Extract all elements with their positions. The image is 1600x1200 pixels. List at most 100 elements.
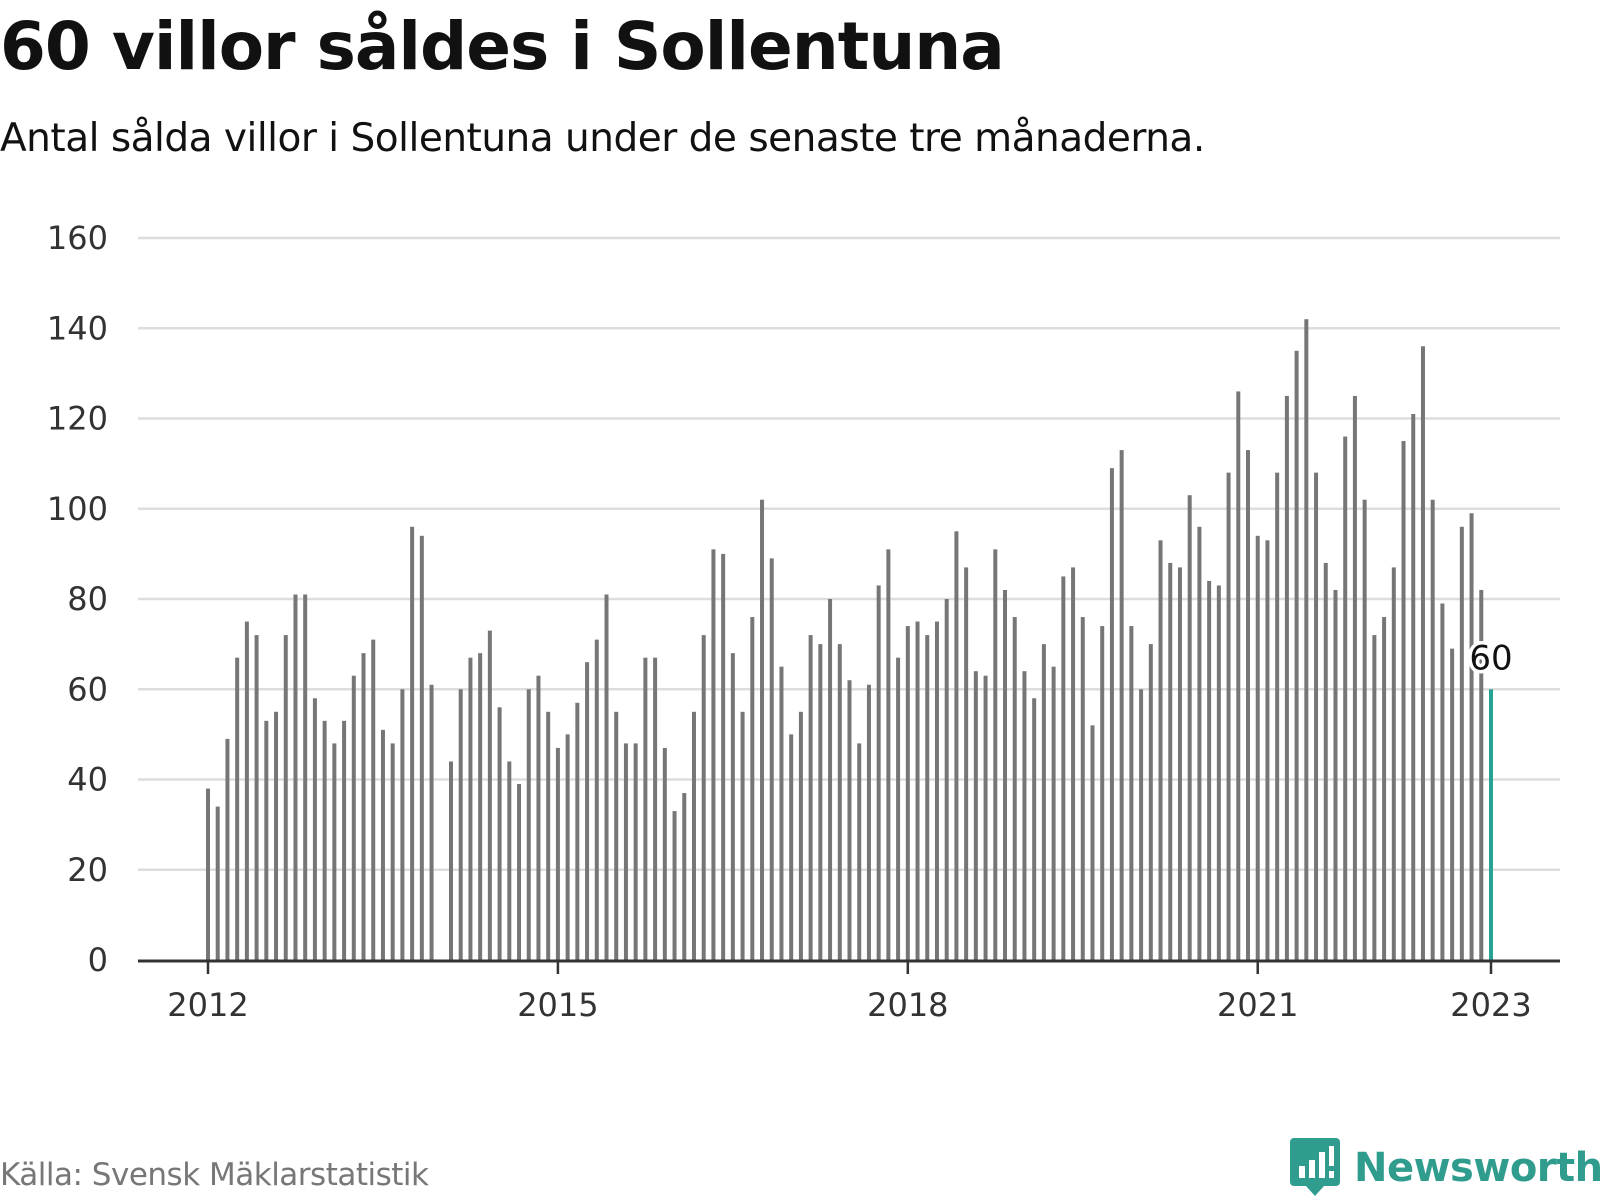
bar: [293, 594, 298, 960]
bar: [225, 738, 230, 960]
bar: [1003, 589, 1008, 960]
bar: [1343, 436, 1348, 960]
y-tick-label: 40: [67, 761, 108, 799]
bar: [876, 585, 881, 960]
bar: [682, 793, 687, 960]
bar: [730, 653, 735, 960]
bar: [944, 599, 949, 960]
bar: [419, 535, 424, 960]
bar: [546, 711, 551, 960]
bar: [1255, 535, 1260, 960]
bar: [886, 549, 891, 960]
bar: [1061, 576, 1066, 960]
bar: [332, 743, 337, 960]
bar: [1012, 617, 1017, 960]
bar: [380, 729, 385, 960]
bar: [371, 639, 376, 960]
bar: [662, 747, 667, 960]
bar: [1041, 644, 1046, 960]
bar: [1236, 391, 1241, 960]
bar: [857, 743, 862, 960]
bar: [1119, 450, 1124, 960]
bar: [487, 630, 492, 960]
y-axis-ticks: 0 20 40 60 80 100 120 140 160: [47, 219, 108, 979]
bar: [1246, 450, 1251, 960]
bar: [1391, 567, 1396, 960]
newsworthy-logo-icon: [1290, 1138, 1340, 1196]
chart-title: 60 villor såldes i Sollentuna: [0, 8, 1005, 85]
bar: [1109, 468, 1114, 960]
bar: [1314, 472, 1319, 960]
bar: [206, 788, 210, 960]
y-tick-label: 160: [47, 219, 108, 257]
y-tick-label: 0: [88, 941, 108, 979]
bar: [1275, 472, 1280, 960]
bar: [1187, 495, 1192, 960]
x-tick-label: 2015: [517, 986, 598, 1024]
bar: [478, 653, 483, 960]
bar: [555, 747, 560, 960]
bar: [235, 657, 240, 960]
bar: [1071, 567, 1076, 960]
bar: [312, 698, 317, 960]
bar: [1440, 603, 1445, 960]
bar: [1216, 585, 1221, 960]
bar: [283, 635, 288, 960]
bar: [808, 635, 813, 960]
bar: [1148, 644, 1153, 960]
bar: [721, 553, 726, 960]
bar: [623, 743, 628, 960]
x-tick-label: 2018: [867, 986, 948, 1024]
bar: [400, 689, 405, 960]
bar: [1226, 472, 1231, 960]
y-tick-label: 120: [47, 400, 108, 438]
bar: [1430, 499, 1435, 960]
bar: [1197, 526, 1202, 960]
bar: [1450, 648, 1455, 960]
bar: [983, 675, 988, 960]
bar: [905, 626, 910, 960]
bar: [925, 635, 930, 960]
bar: [1459, 526, 1464, 960]
bar: [1382, 617, 1387, 960]
x-tick-label: 2021: [1217, 986, 1298, 1024]
bar: [351, 675, 356, 960]
y-tick-label: 80: [67, 580, 108, 618]
bar: [429, 684, 434, 960]
bar: [1129, 626, 1134, 960]
bar: [1168, 562, 1173, 960]
bar: [604, 594, 609, 960]
bar: [653, 657, 658, 960]
bar: [526, 689, 531, 960]
bar: [964, 567, 969, 960]
bar: [410, 526, 415, 960]
bar: [342, 720, 347, 960]
y-tick-label: 140: [47, 309, 108, 347]
bar: [1100, 626, 1105, 960]
bar: [468, 657, 473, 960]
source-note: Källa: Svensk Mäklarstatistik: [0, 1157, 429, 1193]
bar: [1411, 413, 1416, 960]
chart-subtitle: Antal sålda villor i Sollentuna under de…: [0, 116, 1205, 161]
bar: [643, 657, 648, 960]
bar: [1372, 635, 1377, 960]
bar: [1323, 562, 1328, 960]
bar: [866, 684, 871, 960]
bar: [1032, 698, 1037, 960]
bar-highlight: [1489, 689, 1493, 960]
bar: [1479, 589, 1484, 960]
bar: [1420, 346, 1425, 960]
bar: [1333, 589, 1338, 960]
bar: [691, 711, 696, 960]
bar: [954, 531, 959, 960]
bar: [672, 811, 677, 960]
bar: [1265, 540, 1270, 960]
bar: [847, 680, 852, 960]
bar: [497, 707, 502, 960]
bar: [361, 653, 366, 960]
bar: [594, 639, 599, 960]
y-tick-label: 100: [47, 490, 108, 528]
bar: [973, 671, 978, 960]
newsworthy-logo[interactable]: Newsworthy: [1290, 1138, 1600, 1198]
